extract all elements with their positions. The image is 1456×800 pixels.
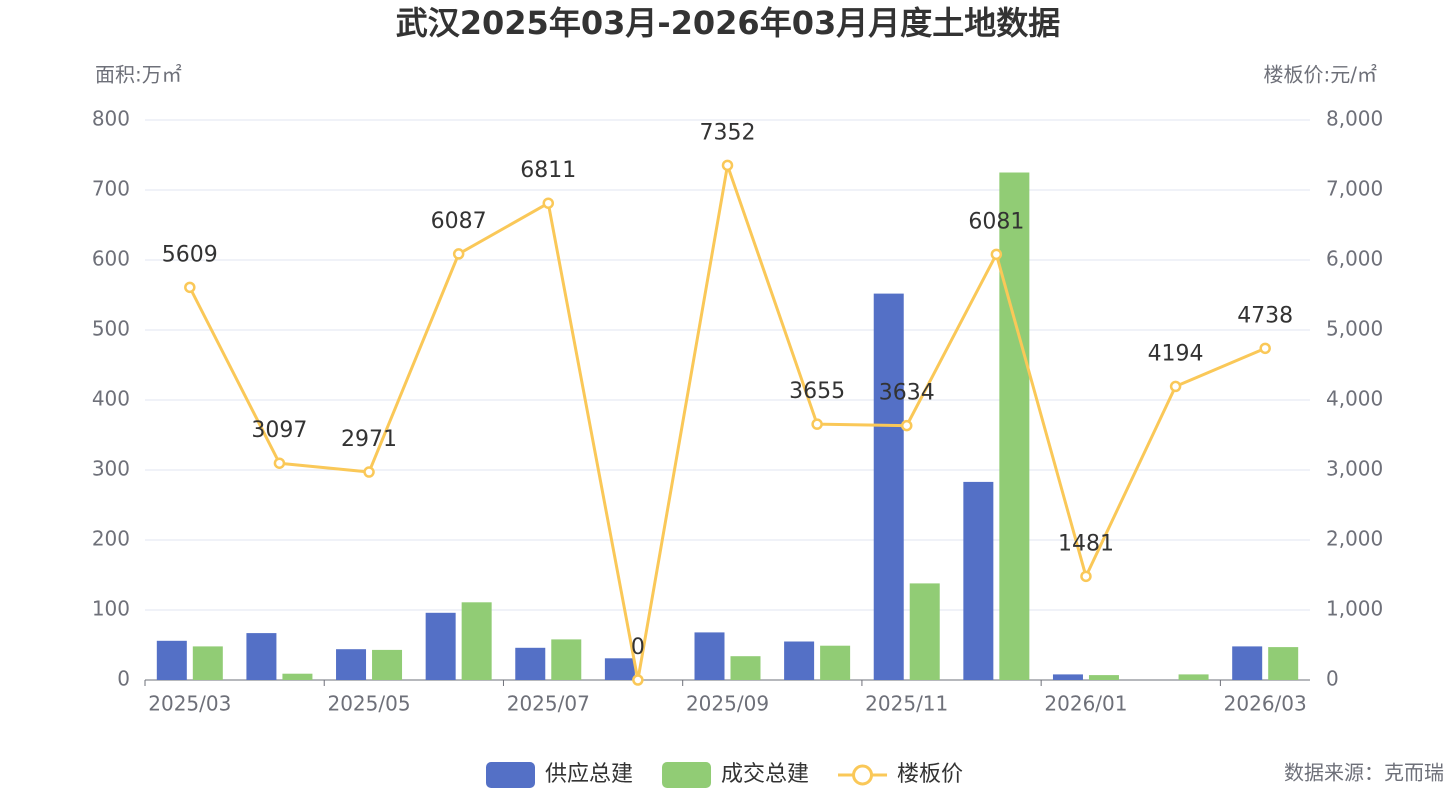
line-point — [542, 197, 555, 209]
legend-label: 供应总建 — [545, 762, 633, 787]
bar — [999, 172, 1030, 680]
bar — [604, 658, 635, 680]
y-tick-label: 0 — [117, 667, 130, 691]
data-label: 6087 — [431, 209, 487, 234]
bar — [372, 649, 403, 680]
bar — [1232, 646, 1263, 680]
x-tick-label: 2026/03 — [1224, 692, 1307, 716]
y2-tick-label: 8,000 — [1326, 107, 1383, 131]
line-point — [452, 248, 465, 260]
bar — [963, 481, 994, 680]
legend-label: 楼板价 — [897, 762, 963, 787]
bar — [551, 639, 582, 680]
data-label: 7352 — [700, 120, 756, 145]
y2-tick-label: 4,000 — [1326, 387, 1383, 411]
y-tick-label: 700 — [92, 177, 130, 201]
y2-tick-label: 5,000 — [1326, 317, 1383, 341]
bar — [873, 293, 904, 680]
chart-title: 武汉2025年03月-2026年03月月度土地数据 — [396, 4, 1060, 42]
legend-swatch — [486, 762, 535, 788]
data-label: 4194 — [1148, 341, 1204, 366]
bar — [461, 602, 492, 680]
bar — [1088, 675, 1119, 680]
line-point — [184, 281, 196, 294]
data-label: 2971 — [341, 427, 397, 452]
line-point — [363, 466, 375, 478]
y2-tick-label: 1,000 — [1326, 597, 1383, 621]
data-label: 6811 — [520, 158, 576, 183]
bar — [336, 649, 367, 680]
y-axis-title: 面积:万㎡ — [95, 63, 182, 87]
line — [188, 163, 1266, 682]
bar — [1178, 674, 1209, 680]
data-label: 3634 — [879, 381, 935, 406]
line-point — [811, 418, 823, 430]
legend-label: 成交总建 — [721, 762, 809, 787]
y2-axis-title: 楼板价:元/㎡ — [1264, 63, 1377, 87]
y-tick-label: 200 — [92, 527, 130, 551]
line-point — [1080, 570, 1092, 583]
y2-tick-label: 7,000 — [1326, 177, 1383, 201]
line-point — [632, 674, 644, 686]
line-point — [1169, 380, 1182, 393]
y-tick-label: 500 — [92, 317, 130, 341]
x-tick-label: 2025/05 — [327, 692, 410, 716]
legend-swatch — [852, 764, 874, 786]
bar — [156, 640, 187, 680]
x-tick-label: 2025/07 — [507, 692, 590, 716]
x-tick-label: 2026/01 — [1044, 692, 1127, 716]
bar — [192, 646, 223, 680]
data-label: 3655 — [789, 379, 845, 404]
y-tick-label: 300 — [92, 457, 130, 481]
y2-tick-label: 2,000 — [1326, 527, 1383, 551]
bar — [1268, 647, 1299, 680]
bar — [730, 656, 761, 680]
bar — [820, 645, 851, 680]
line-point — [900, 419, 913, 432]
line-point — [273, 457, 286, 469]
line-point — [721, 159, 734, 172]
bar — [425, 612, 456, 680]
data-label: 0 — [631, 635, 645, 660]
data-label: 6081 — [968, 209, 1024, 234]
y-tick-label: 800 — [92, 107, 130, 131]
x-tick-label: 2025/09 — [686, 692, 769, 716]
line-point — [990, 248, 1003, 261]
y-tick-label: 600 — [92, 247, 130, 271]
y2-tick-label: 6,000 — [1326, 247, 1383, 271]
y2-tick-label: 0 — [1326, 667, 1339, 691]
x-tick-label: 2025/03 — [148, 692, 231, 716]
data-label: 4738 — [1237, 303, 1293, 328]
data-label: 3097 — [251, 418, 307, 443]
bar — [784, 641, 815, 680]
x-tick-label: 2025/11 — [865, 692, 948, 716]
legend-swatch — [662, 762, 712, 788]
bar — [515, 647, 546, 680]
bar — [909, 583, 940, 680]
source-note: 数据来源：克而瑞 — [1284, 761, 1444, 785]
y2-tick-label: 3,000 — [1326, 457, 1383, 481]
bar — [282, 673, 313, 680]
bar — [1052, 674, 1083, 680]
line-point — [1259, 342, 1271, 355]
y-tick-label: 400 — [92, 387, 130, 411]
bar — [246, 633, 277, 680]
bar — [694, 632, 725, 680]
data-label: 1481 — [1058, 531, 1114, 556]
data-label: 5609 — [162, 242, 218, 267]
y-tick-label: 100 — [92, 597, 130, 621]
